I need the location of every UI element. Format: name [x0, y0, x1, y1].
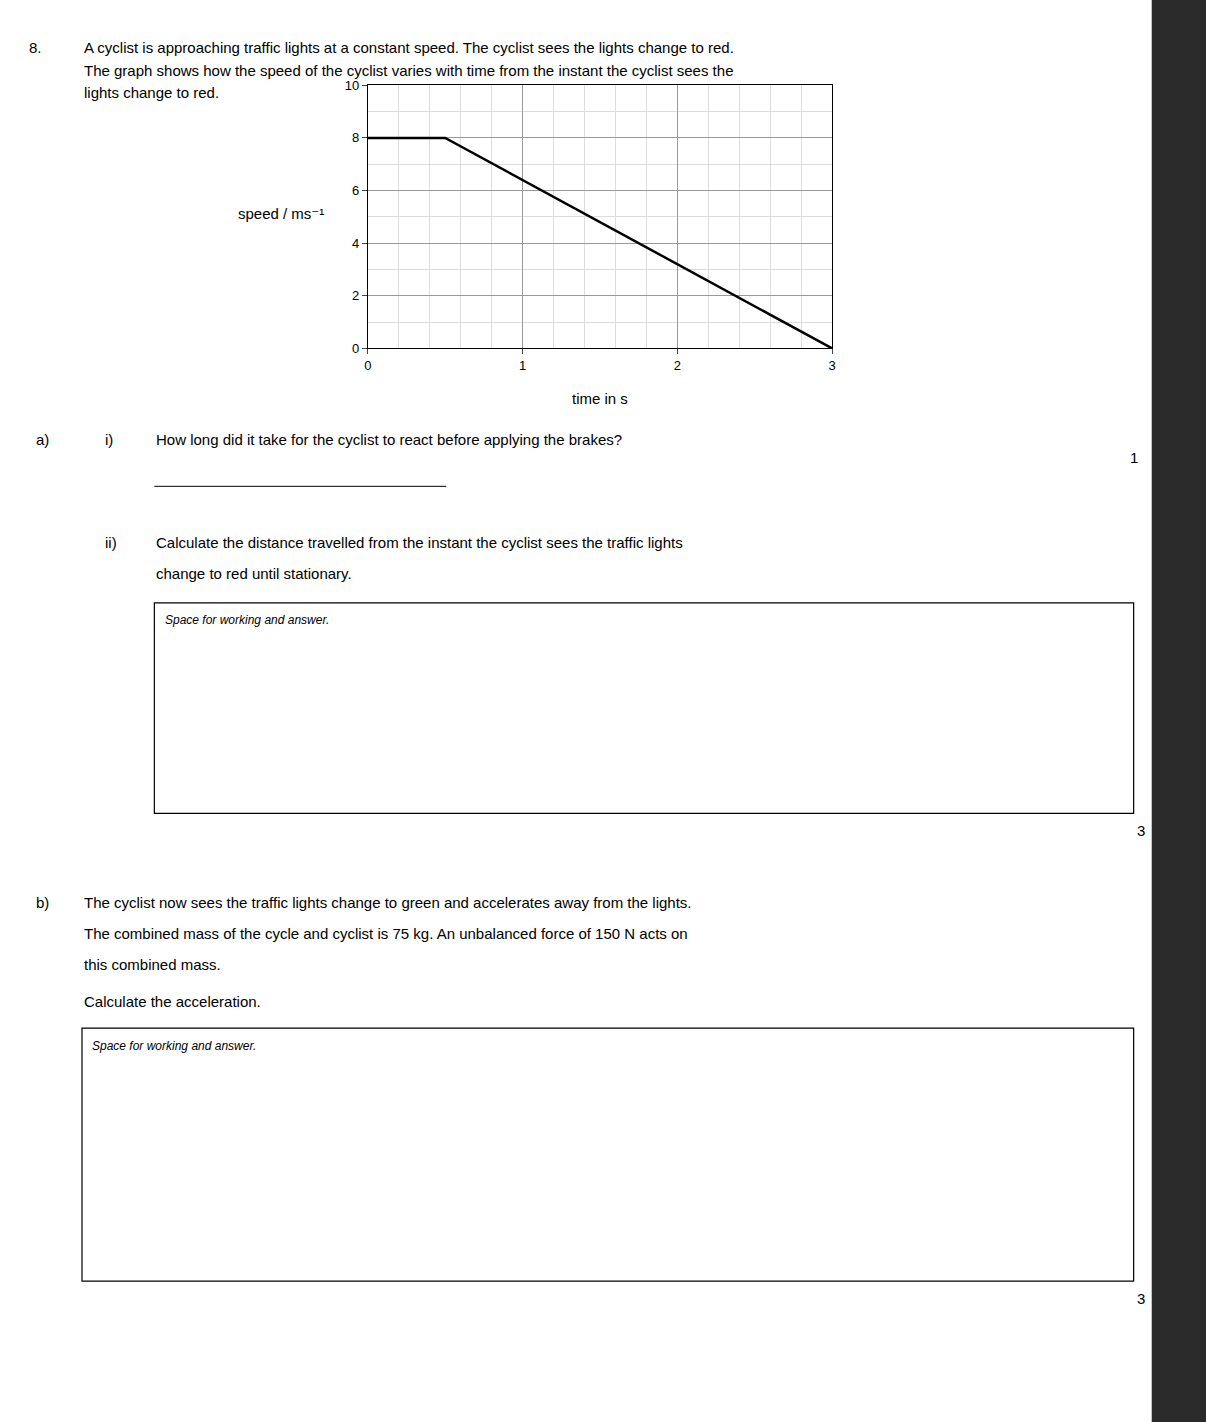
- svg-text:The combined mass of the cycle: The combined mass of the cycle and cycli…: [84, 925, 688, 942]
- svg-text:Calculate the acceleration.: Calculate the acceleration.: [84, 993, 261, 1010]
- svg-text:change to red until stationary: change to red until stationary.: [156, 565, 352, 582]
- svg-text:lights change to red.: lights change to red.: [84, 84, 219, 101]
- svg-text:6: 6: [352, 183, 359, 198]
- svg-text:ii): ii): [105, 534, 117, 551]
- svg-text:A cyclist is approaching traff: A cyclist is approaching traffic lights …: [84, 39, 734, 56]
- svg-text:2: 2: [352, 288, 359, 303]
- svg-text:a): a): [36, 431, 49, 448]
- svg-text:3: 3: [1137, 1290, 1145, 1307]
- svg-text:The graph shows how the speed: The graph shows how the speed of the cyc…: [84, 62, 733, 79]
- svg-text:10: 10: [345, 78, 359, 93]
- svg-text:0: 0: [364, 358, 371, 373]
- svg-text:The cyclist now sees the traff: The cyclist now sees the traffic lights …: [84, 894, 692, 911]
- svg-text:4: 4: [352, 236, 359, 251]
- svg-text:8.: 8.: [29, 39, 42, 56]
- svg-text:this combined mass.: this combined mass.: [84, 956, 221, 973]
- svg-text:speed / ms⁻¹: speed / ms⁻¹: [238, 205, 324, 222]
- svg-text:2: 2: [674, 358, 681, 373]
- svg-text:1: 1: [1130, 449, 1138, 466]
- svg-text:How long did it take for the c: How long did it take for the cyclist to …: [156, 431, 622, 448]
- svg-text:Space for working and answer.: Space for working and answer.: [165, 613, 329, 627]
- svg-text:8: 8: [352, 130, 359, 145]
- svg-text:0: 0: [352, 341, 359, 356]
- svg-text:i): i): [105, 431, 113, 448]
- svg-text:Space for working and answer.: Space for working and answer.: [92, 1039, 256, 1053]
- svg-text:1: 1: [519, 358, 526, 373]
- svg-text:3: 3: [1137, 822, 1145, 839]
- svg-text:time in s: time in s: [572, 390, 628, 407]
- svg-text:3: 3: [829, 358, 836, 373]
- svg-text:Calculate the distance travell: Calculate the distance travelled from th…: [156, 534, 683, 551]
- svg-text:b): b): [36, 894, 49, 911]
